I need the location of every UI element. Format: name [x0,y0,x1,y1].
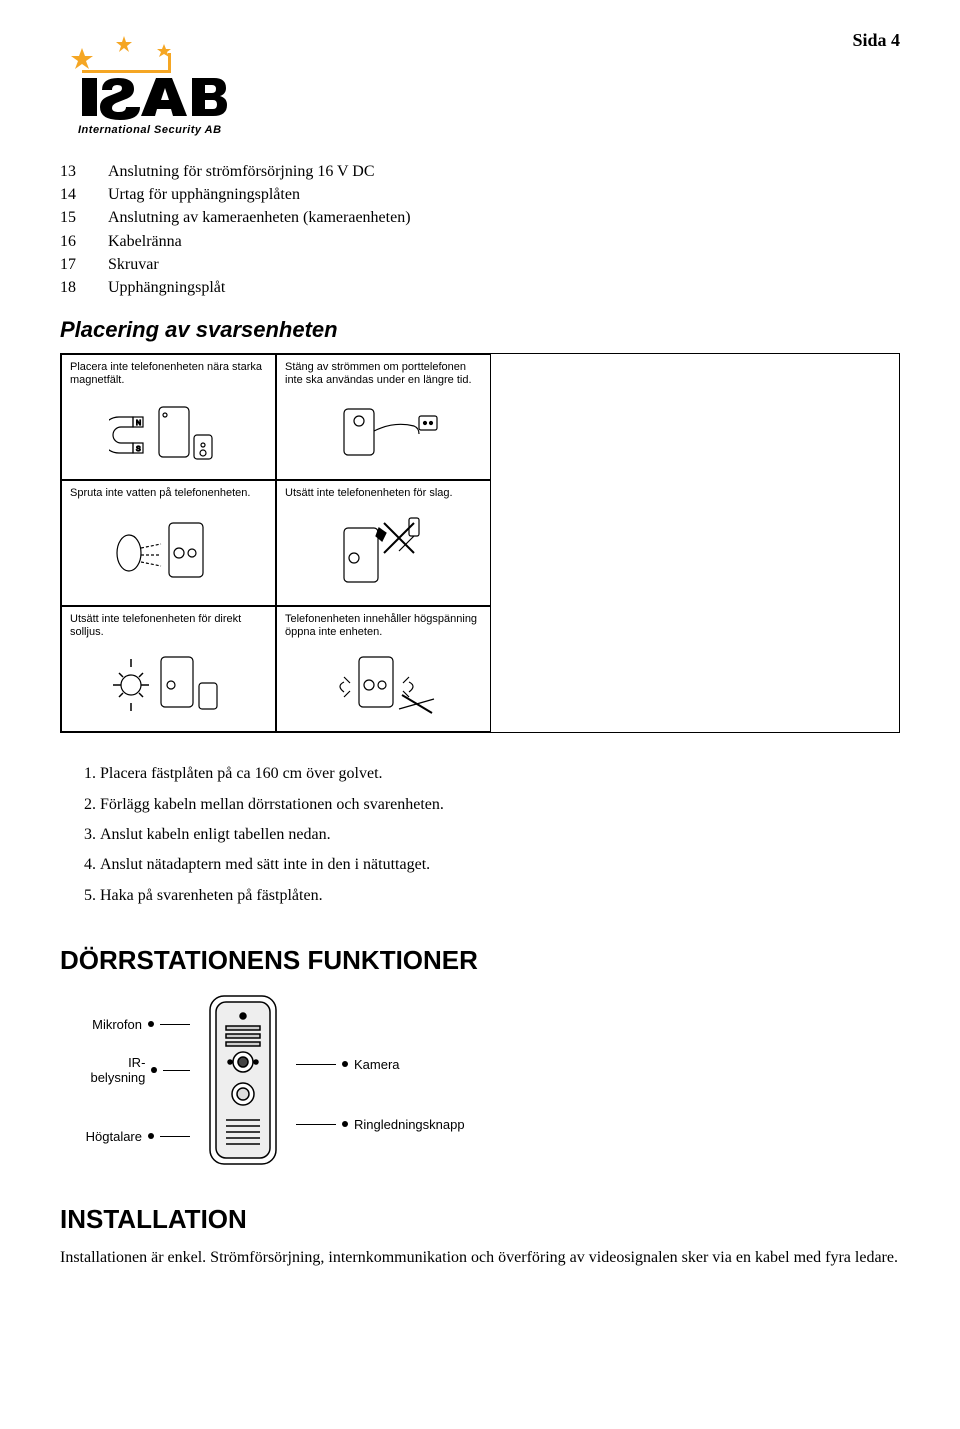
left-labels: Mikrofon IR-belysning Högtalare [80,1001,190,1159]
warning-cell: Placera inte telefonenheten nära starka … [61,354,276,480]
warning-cell: Utsätt inte telefonenheten för slag. [276,480,491,606]
label-ir: IR-belysning [80,1047,190,1093]
list-item: 13Anslutning för strömförsörjning 16 V D… [60,160,900,183]
step-item: Haka på svarenheten på fästplåten. [100,881,900,911]
warning-cell: Utsätt inte telefonenheten för direkt so… [61,606,276,732]
list-item: 18Upphängningsplåt [60,276,900,299]
label-kamera: Kamera [296,1041,400,1087]
placement-title: Placering av svarsenheten [60,317,900,343]
step-item: Anslut kabeln enligt tabellen nedan. [100,820,900,850]
installation-body: Installationen är enkel. Strömförsörjnin… [60,1247,900,1269]
magnet-icon: NS [70,392,267,474]
door-station-icon [202,990,284,1170]
svg-text:S: S [136,446,141,453]
list-item: 15Anslutning av kameraenheten (kameraenh… [60,206,900,229]
door-station-diagram: Mikrofon IR-belysning Högtalare [80,990,900,1170]
isab-logo-icon [60,30,230,130]
page-header: International Security AB Sida 4 [60,30,900,136]
installation-title: INSTALLATION [60,1204,900,1235]
list-item: 14Urtag för upphängningsplåten [60,183,900,206]
warning-cell: Telefonenheten innehåller högspänning öp… [276,606,491,732]
label-ring: Ringledningsknapp [296,1101,465,1147]
right-labels: Kamera Ringledningsknapp [296,1013,446,1147]
label-mikrofon: Mikrofon [92,1001,190,1047]
warning-cell: Spruta inte vatten på telefonenheten. [61,480,276,606]
no-sun-icon [70,644,267,726]
no-water-icon [70,504,267,599]
placement-steps: Placera fästplåten på ca 160 cm över gol… [100,759,900,911]
warning-grid: Placera inte telefonenheten nära starka … [60,353,900,733]
step-item: Förlägg kabeln mellan dörrstationen och … [100,790,900,820]
warning-cell: Stäng av strömmen om porttelefonen inte … [276,354,491,480]
page-number: Sida 4 [852,30,900,51]
list-item: 16Kabelränna [60,230,900,253]
list-item: 17Skruvar [60,253,900,276]
high-voltage-icon [285,644,482,726]
label-speaker: Högtalare [86,1113,190,1159]
power-off-icon [285,392,482,474]
logo-subtitle: International Security AB [78,124,222,136]
company-logo: International Security AB [60,30,230,136]
parts-list: 13Anslutning för strömförsörjning 16 V D… [60,160,900,299]
step-item: Placera fästplåten på ca 160 cm över gol… [100,759,900,789]
no-impact-icon [285,504,482,599]
step-item: Anslut nätadaptern med sätt inte in den … [100,850,900,880]
svg-text:N: N [136,420,141,427]
door-station-title: DÖRRSTATIONENS FUNKTIONER [60,945,900,976]
